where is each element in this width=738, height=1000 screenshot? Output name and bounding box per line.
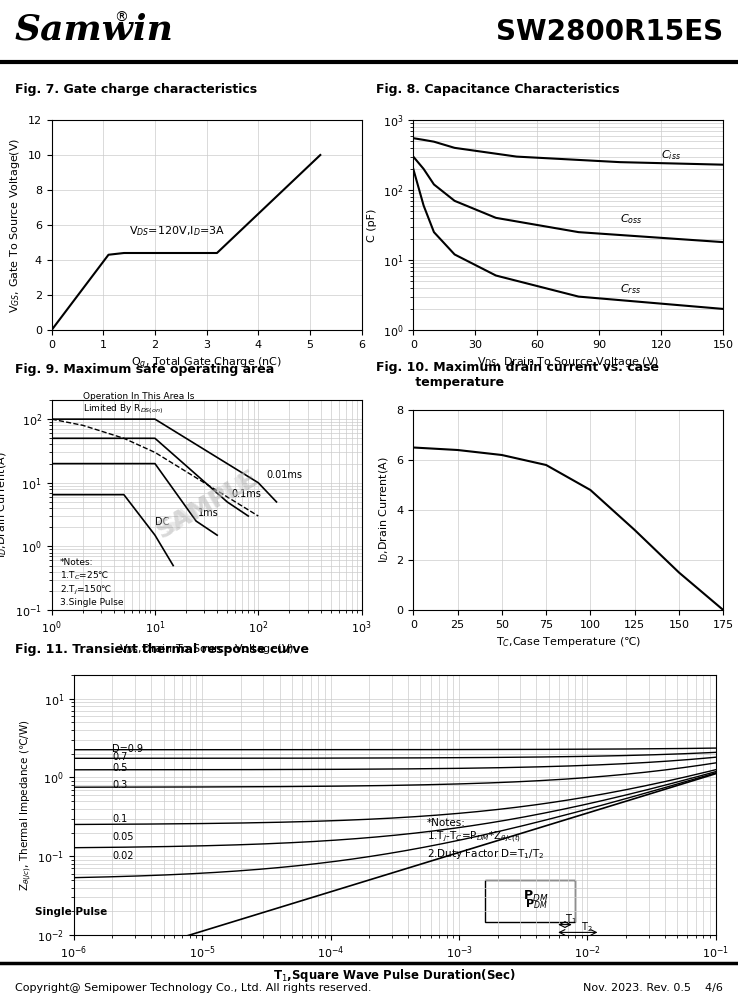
Text: SW2800R15ES: SW2800R15ES [496, 18, 723, 46]
Text: SAMPLE: SAMPLE [151, 466, 262, 544]
Text: 0.1ms: 0.1ms [232, 489, 261, 499]
Y-axis label: C (pF): C (pF) [368, 208, 377, 242]
Text: Fig. 8. Capacitance Characteristics: Fig. 8. Capacitance Characteristics [376, 84, 620, 97]
Y-axis label: I$_D$,Drain Current(A): I$_D$,Drain Current(A) [0, 452, 10, 558]
X-axis label: T$_1$,Square Wave Pulse Duration(Sec): T$_1$,Square Wave Pulse Duration(Sec) [273, 967, 517, 984]
X-axis label: T$_C$,Case Temperature (℃): T$_C$,Case Temperature (℃) [496, 635, 641, 649]
Text: Operation In This Area Is
Limited By R$_{DS(on)}$: Operation In This Area Is Limited By R$_… [83, 392, 194, 416]
Text: 0.02: 0.02 [112, 851, 134, 861]
Text: 0.3: 0.3 [112, 780, 128, 790]
Text: Fig. 10. Maximum drain current vs. case
         temperature: Fig. 10. Maximum drain current vs. case … [376, 361, 659, 389]
Text: Single Pulse: Single Pulse [35, 907, 108, 917]
Text: *Notes:
1.T$_C$=25℃
2.T$_j$=150℃
3.Single Pulse: *Notes: 1.T$_C$=25℃ 2.T$_j$=150℃ 3.Singl… [60, 558, 123, 607]
Text: D=0.9: D=0.9 [112, 744, 143, 754]
Text: C$_{rss}$: C$_{rss}$ [620, 282, 641, 296]
Text: Copyright@ Semipower Technology Co., Ltd. All rights reserved.: Copyright@ Semipower Technology Co., Ltd… [15, 983, 371, 993]
Text: P$_{DM}$: P$_{DM}$ [523, 888, 549, 904]
Text: Fig. 9. Maximum safe operating area: Fig. 9. Maximum safe operating area [15, 363, 274, 376]
Text: 0.05: 0.05 [112, 832, 134, 842]
Text: *Notes:
1.T$_j$-T$_C$=P$_{DM}$*Z$_{\theta jc(t)}$
2.Duty Factor D=T$_1$/T$_2$: *Notes: 1.T$_j$-T$_C$=P$_{DM}$*Z$_{\thet… [427, 818, 545, 861]
Text: P$_{DM}$: P$_{DM}$ [525, 897, 548, 911]
Text: T$_2$: T$_2$ [581, 920, 593, 934]
Text: ®: ® [114, 11, 128, 25]
X-axis label: V$_{DS}$,Drain To Source Voltage(V): V$_{DS}$,Drain To Source Voltage(V) [119, 642, 294, 656]
FancyBboxPatch shape [485, 880, 575, 922]
Text: 0.5: 0.5 [112, 763, 128, 773]
Text: SAMPLE: SAMPLE [158, 471, 255, 539]
X-axis label: V$_{DS}$, Drain To Source Voltage (V): V$_{DS}$, Drain To Source Voltage (V) [477, 355, 660, 369]
Text: 0.01ms: 0.01ms [266, 470, 303, 480]
Y-axis label: Z$_{\theta(jc)}$, Thermal Impedance (℃/W): Z$_{\theta(jc)}$, Thermal Impedance (℃/W… [19, 719, 34, 891]
Text: Nov. 2023. Rev. 0.5    4/6: Nov. 2023. Rev. 0.5 4/6 [583, 983, 723, 993]
Text: Samwin: Samwin [15, 12, 173, 46]
Text: Fig. 7. Gate charge characteristics: Fig. 7. Gate charge characteristics [15, 84, 257, 97]
Text: DC: DC [155, 517, 169, 527]
Text: 0.1: 0.1 [112, 814, 128, 824]
Y-axis label: I$_D$,Drain Current(A): I$_D$,Drain Current(A) [377, 457, 391, 563]
Y-axis label: V$_{GS}$, Gate To Source Voltage(V): V$_{GS}$, Gate To Source Voltage(V) [8, 137, 22, 313]
X-axis label: Q$_g$, Total Gate Charge (nC): Q$_g$, Total Gate Charge (nC) [131, 355, 282, 372]
Text: 1ms: 1ms [198, 508, 218, 518]
Text: C$_{iss}$: C$_{iss}$ [661, 149, 681, 162]
Text: Fig. 11. Transient thermal response curve: Fig. 11. Transient thermal response curv… [15, 644, 308, 656]
Text: 0.7: 0.7 [112, 752, 128, 762]
Text: C$_{oss}$: C$_{oss}$ [620, 212, 643, 226]
Text: T$_1$: T$_1$ [565, 912, 576, 926]
Text: V$_{DS}$=120V,I$_D$=3A: V$_{DS}$=120V,I$_D$=3A [129, 224, 225, 238]
